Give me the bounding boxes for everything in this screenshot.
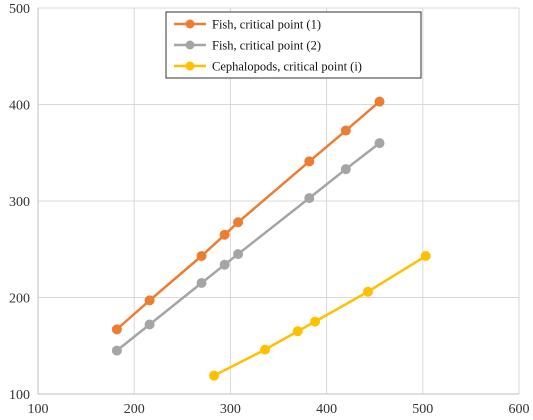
data-point [292,326,303,337]
data-point [209,370,220,381]
data-point [374,138,385,149]
data-point [304,156,315,167]
legend-item-1: Fish, critical point (1) [174,18,321,32]
series-line [116,142,381,352]
data-point [219,229,230,240]
series-3 [209,251,431,381]
x-tick-label: 500 [412,402,433,417]
y-tick-label: 100 [9,388,30,403]
data-point [144,295,155,306]
legend-label: Fish, critical point (1) [212,18,321,32]
data-point [196,278,207,289]
legend-label: Cephalopods, critical point (i) [212,60,362,74]
data-point [111,324,122,335]
series-line [213,254,427,377]
y-tick-label: 200 [9,292,30,307]
legend-swatch-marker [185,19,195,29]
data-point [144,319,155,330]
data-point [374,96,385,107]
tick-labels: 100 200 300 400 500 100 200 300 400 500 600 [9,2,530,417]
y-tick-label: 400 [9,99,30,114]
data-point [420,251,431,262]
x-tick-label: 600 [509,402,530,417]
series-2 [111,138,385,356]
data-point [340,125,351,136]
series-lines [111,96,431,381]
legend-swatch-marker [185,61,195,71]
data-point [196,251,207,262]
x-tick-label: 100 [28,402,49,417]
data-point [362,286,373,297]
data-point [310,316,321,327]
x-tick-label: 300 [220,402,241,417]
axes [37,8,519,395]
legend-box [165,11,422,79]
legend-item-2: Fish, critical point (2) [174,39,321,53]
data-point [260,344,271,355]
data-point [340,164,351,175]
y-tick-label: 500 [9,2,30,17]
legend-swatch-marker [185,40,195,50]
data-point [304,193,315,204]
data-point [111,345,122,356]
series-line [116,100,381,331]
legend: Fish, critical point (1) Fish, critical p… [165,11,422,79]
y-tick-label: 300 [9,195,30,210]
series-1 [111,96,385,335]
x-tick-label: 200 [124,402,145,417]
legend-item-3: Cephalopods, critical point (i) [174,60,362,74]
data-point [233,217,244,228]
x-tick-label: 400 [316,402,337,417]
data-point [233,249,244,260]
legend-label: Fish, critical point (2) [212,39,321,53]
data-point [219,259,230,270]
